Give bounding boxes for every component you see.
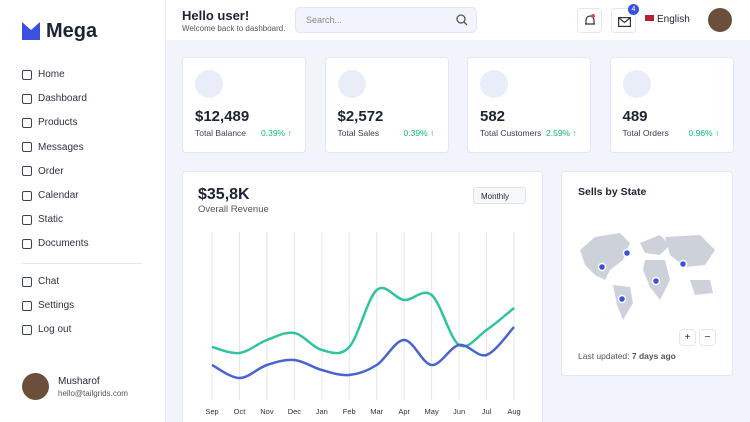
message-count: 4 — [628, 4, 639, 15]
user-name: Musharof — [58, 376, 100, 387]
nav-icon — [22, 238, 32, 249]
avatar — [22, 373, 49, 400]
stat-card — [609, 57, 734, 153]
revenue-card — [182, 171, 543, 422]
language[interactable]: English — [657, 14, 690, 25]
nav-item[interactable]: Calendar — [22, 190, 79, 201]
nav-item[interactable]: Settings — [22, 300, 74, 311]
stat-label: Total Balance — [195, 128, 247, 138]
stat-label: Total Orders — [622, 128, 669, 138]
brand: Mega — [46, 20, 98, 42]
zoom-in[interactable]: + — [679, 329, 696, 346]
world-map — [580, 233, 715, 320]
nav-item[interactable]: Products — [22, 117, 77, 128]
stat-card — [324, 57, 449, 153]
nav-icon — [22, 69, 32, 80]
stat-icon — [480, 70, 508, 98]
sidebar: Mega Musharof hello@tailgrids.com Home Da… — [0, 0, 166, 422]
nav-icon — [22, 300, 32, 311]
nav-label: Calendar — [38, 190, 79, 201]
nav-item[interactable]: Dashboard — [22, 93, 87, 104]
nav-item[interactable]: Chat — [22, 276, 59, 287]
nav-item[interactable]: Order — [22, 166, 64, 177]
stat-value: $12,489 — [195, 108, 250, 125]
x-tick-label: Apr — [398, 407, 410, 416]
nav-icon — [22, 190, 32, 201]
updated-label: Last updated: — [578, 351, 630, 361]
nav-label: Documents — [38, 238, 89, 250]
stat-label: Total Sales — [337, 128, 380, 138]
stat-value: $2,572 — [337, 108, 384, 125]
x-tick-label: Sep — [205, 407, 218, 416]
x-tick-label: May — [425, 407, 439, 416]
x-tick-label: Oct — [234, 407, 247, 416]
nav-label: Dashboard — [38, 93, 87, 105]
notifications[interactable] — [577, 8, 602, 33]
nav-label: Chat — [38, 276, 60, 287]
revenue-label: Overall Revenue — [198, 204, 269, 215]
nav-label: Messages — [38, 141, 84, 153]
zoom-out[interactable]: − — [699, 329, 716, 346]
nav-icon — [22, 166, 32, 177]
nav-label: Home — [38, 69, 65, 80]
stat-icon — [195, 70, 223, 98]
logo — [22, 22, 40, 40]
series-line — [211, 286, 515, 355]
nav-label: Settings — [38, 300, 75, 312]
stat-change: 0.39% ↑ — [403, 128, 435, 138]
search-icon — [456, 14, 468, 26]
user-email: hello@tailgrids.com — [58, 389, 128, 398]
x-tick-label: Dec — [288, 407, 302, 416]
stat-label: Total Customers — [480, 128, 542, 138]
stat-value: 489 — [622, 108, 648, 125]
nav-label: Static — [38, 214, 64, 226]
nav-icon — [22, 276, 32, 287]
stat-change: 2.59% ↑ — [546, 128, 577, 138]
stat-change: 0.39% ↑ — [261, 128, 292, 138]
nav-icon — [22, 214, 32, 225]
search[interactable]: Search... — [295, 7, 477, 33]
nav-icon — [22, 117, 32, 128]
updated-value: 7 days ago — [631, 351, 676, 361]
revenue-value: $35,8K — [198, 186, 250, 203]
mail-icon — [618, 17, 631, 27]
nav-item[interactable]: Messages — [22, 142, 84, 153]
map-title: Sells by State — [578, 186, 647, 198]
stat-value: 582 — [480, 108, 506, 125]
x-tick-label: Jan — [316, 407, 328, 416]
map-updated: Last updated: 7 days ago — [578, 351, 676, 361]
stat-icon — [622, 70, 651, 98]
messages[interactable] — [611, 8, 636, 33]
nav-icon — [22, 93, 32, 104]
avatar[interactable] — [708, 8, 732, 32]
nav-item[interactable]: Documents — [22, 238, 89, 249]
nav-icon — [22, 324, 32, 335]
greeting-sub: Welcome back to dashboard. — [182, 24, 286, 33]
nav-icon — [22, 142, 32, 153]
stat-change: 0.96% ↑ — [688, 128, 720, 138]
series-line — [211, 326, 515, 380]
nav-label: Log out — [38, 324, 72, 336]
x-tick-label: Aug — [507, 407, 520, 416]
x-tick-label: Nov — [260, 407, 274, 416]
greeting: Hello user! — [182, 8, 250, 23]
x-tick-label: Jun — [453, 407, 465, 416]
flag — [645, 15, 654, 21]
bell-icon — [585, 14, 595, 25]
nav-label: Products — [38, 117, 78, 129]
x-tick-label: Feb — [343, 407, 356, 416]
nav-item[interactable]: Log out — [22, 324, 71, 335]
search-placeholder: Search... — [306, 15, 343, 25]
nav-item[interactable]: Home — [22, 69, 65, 80]
period-select[interactable]: Monthly — [473, 187, 526, 204]
nav-label: Order — [38, 165, 64, 177]
x-tick-label: Mar — [370, 407, 383, 416]
x-tick-label: Jul — [482, 407, 492, 416]
divider — [22, 263, 142, 264]
nav-item[interactable]: Static — [22, 214, 63, 225]
stat-icon — [337, 70, 366, 98]
